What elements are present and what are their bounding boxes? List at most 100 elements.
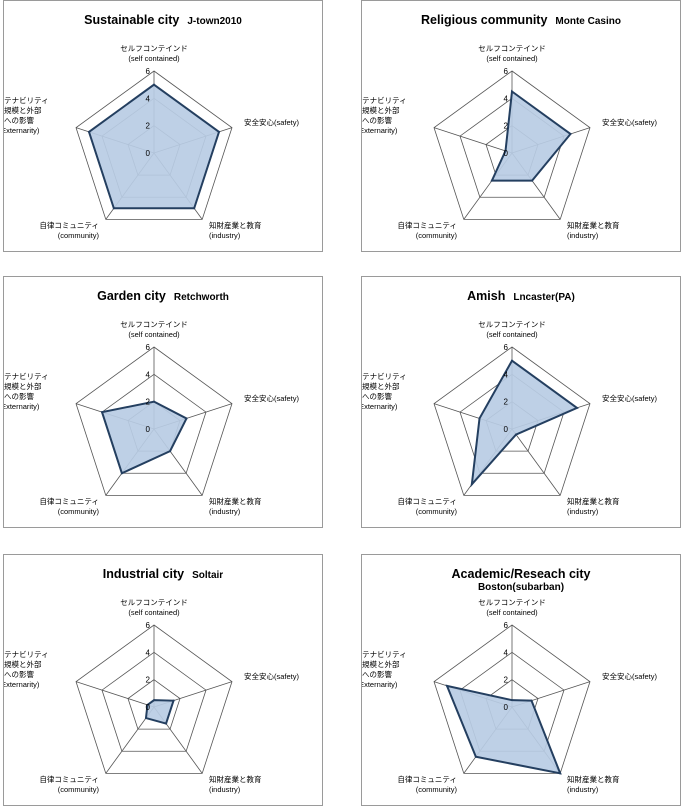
axis-label: 知財産業と教育(industry) xyxy=(209,496,262,516)
radar-svg: 0 2 4 6 セルフコンテインド(self contained) 安全安心(safety… xyxy=(4,277,324,529)
tick-label: 2 xyxy=(146,122,151,131)
tick-label: 6 xyxy=(146,67,151,76)
data-polygon xyxy=(102,402,186,474)
data-point xyxy=(145,717,147,719)
axis-label: サステナビリティの規模と外部への影響(Externarity) xyxy=(362,372,407,411)
axis-label: 自律コミュニティ(community) xyxy=(397,220,457,240)
data-polygon xyxy=(447,686,560,773)
data-point xyxy=(511,699,513,701)
axis-label: 安全安心(safety) xyxy=(602,117,658,127)
tick-label: 4 xyxy=(146,94,151,103)
data-point xyxy=(185,417,187,419)
axis-label: セルフコンテインド(self contained) xyxy=(120,44,188,63)
tick-label: 6 xyxy=(504,67,509,76)
tick-label: 4 xyxy=(504,648,509,657)
axis-label: 自律コミュニティ(community) xyxy=(39,774,99,794)
tick-label: 0 xyxy=(504,425,509,434)
tick-label: 2 xyxy=(504,398,509,407)
axis-label: サステナビリティの規模と外部への影響(Externarity) xyxy=(362,650,407,689)
axis-label: 安全安心(safety) xyxy=(244,671,300,681)
axis-label: 自律コミュニティ(community) xyxy=(39,220,99,240)
axis-label: 安全安心(safety) xyxy=(244,117,300,127)
data-point xyxy=(121,472,123,474)
data-point xyxy=(530,700,532,702)
tick-label: 0 xyxy=(146,149,151,158)
data-point xyxy=(475,756,477,758)
radar-panel: Religious community Monte Casino 0 2 4 6 セルフコン… xyxy=(361,0,681,252)
axis-label: 自律コミュニティ(community) xyxy=(39,496,99,516)
axis-label: サステナビリティの規模と外部への影響(Externarity) xyxy=(4,650,49,689)
radar-panel: Academic/Reseach city Boston(subarban) 0 2 4… xyxy=(361,554,681,806)
data-point xyxy=(165,723,167,725)
tick-label: 2 xyxy=(504,122,509,131)
axis-label: セルフコンテインド(self contained) xyxy=(478,320,546,339)
axis-label: セルフコンテインド(self contained) xyxy=(478,44,546,63)
radar-svg: 0 2 4 6 セルフコンテインド(self contained) 安全安心(safety… xyxy=(4,1,324,253)
data-point xyxy=(491,180,493,182)
axis-label: 安全安心(safety) xyxy=(244,393,300,403)
axis-label: 自律コミュニティ(community) xyxy=(397,496,457,516)
radar-panel: Industrial city Soltair 0 2 4 6 セルフコンテインド(self… xyxy=(3,554,323,806)
data-point xyxy=(153,401,155,403)
data-point xyxy=(559,772,561,774)
data-point xyxy=(153,84,155,86)
data-point xyxy=(511,360,513,362)
data-point xyxy=(88,131,90,133)
data-point xyxy=(113,207,115,209)
tick-label: 4 xyxy=(504,370,509,379)
tick-label: 6 xyxy=(504,621,509,630)
data-point xyxy=(169,450,171,452)
axis-spoke xyxy=(434,128,512,153)
axis-spoke xyxy=(76,682,154,707)
axis-label: サステナビリティの規模と外部への影響(Externarity) xyxy=(4,372,49,411)
radar-panel: Sustainable city J-town2010 0 2 4 6 セルフコンテインド(… xyxy=(3,0,323,252)
axis-label: 自律コミュニティ(community) xyxy=(397,774,457,794)
data-point xyxy=(531,180,533,182)
data-point xyxy=(471,483,473,485)
data-point xyxy=(172,700,174,702)
data-polygon xyxy=(89,85,219,209)
data-point xyxy=(218,131,220,133)
tick-label: 4 xyxy=(146,648,151,657)
axis-label: 知財産業と教育(industry) xyxy=(567,774,620,794)
axis-label: サステナビリティの規模と外部への影響(Externarity) xyxy=(362,96,407,135)
axis-label: 知財産業と教育(industry) xyxy=(567,220,620,240)
tick-label: 6 xyxy=(504,343,509,352)
radar-svg: 0 2 4 6 セルフコンテインド(self contained) 安全安心(safety… xyxy=(362,555,681,807)
data-point xyxy=(515,434,517,436)
axis-label: セルフコンテインド(self contained) xyxy=(478,598,546,617)
data-point xyxy=(101,411,103,413)
radar-svg: 0 2 4 6 セルフコンテインド(self contained) 安全安心(safety… xyxy=(362,1,681,253)
radar-svg: 0 2 4 6 セルフコンテインド(self contained) 安全安心(safety… xyxy=(4,555,324,807)
axis-spoke xyxy=(512,429,560,495)
tick-label: 6 xyxy=(146,621,151,630)
axis-label: 知財産業と教育(industry) xyxy=(567,496,620,516)
data-point xyxy=(511,91,513,93)
radar-panel: Garden city Retchworth 0 2 4 6 セルフコンテインド(self … xyxy=(3,276,323,528)
axis-label: セルフコンテインド(self contained) xyxy=(120,598,188,617)
radar-svg: 0 2 4 6 セルフコンテインド(self contained) 安全安心(safety… xyxy=(362,277,681,529)
tick-label: 6 xyxy=(146,343,151,352)
data-point xyxy=(193,207,195,209)
axis-label: サステナビリティの規模と外部への影響(Externarity) xyxy=(4,96,49,135)
tick-label: 0 xyxy=(504,149,509,158)
data-polygon xyxy=(146,700,174,723)
tick-label: 0 xyxy=(146,703,151,712)
data-point xyxy=(569,133,571,135)
tick-label: 2 xyxy=(146,398,151,407)
data-point xyxy=(479,417,481,419)
axis-label: セルフコンテインド(self contained) xyxy=(120,320,188,339)
axis-label: 安全安心(safety) xyxy=(602,393,658,403)
data-point xyxy=(576,407,578,409)
tick-label: 0 xyxy=(146,425,151,434)
data-point xyxy=(446,685,448,687)
axis-label: 安全安心(safety) xyxy=(602,671,658,681)
axis-label: 知財産業と教育(industry) xyxy=(209,774,262,794)
tick-label: 2 xyxy=(146,676,151,685)
tick-label: 4 xyxy=(504,94,509,103)
tick-label: 0 xyxy=(504,703,509,712)
tick-label: 4 xyxy=(146,370,151,379)
radar-panel: Amish Lncaster(PA) 0 2 4 6 セルフコンテインド(self cont… xyxy=(361,276,681,528)
data-polygon xyxy=(472,361,577,485)
data-point xyxy=(153,699,155,701)
